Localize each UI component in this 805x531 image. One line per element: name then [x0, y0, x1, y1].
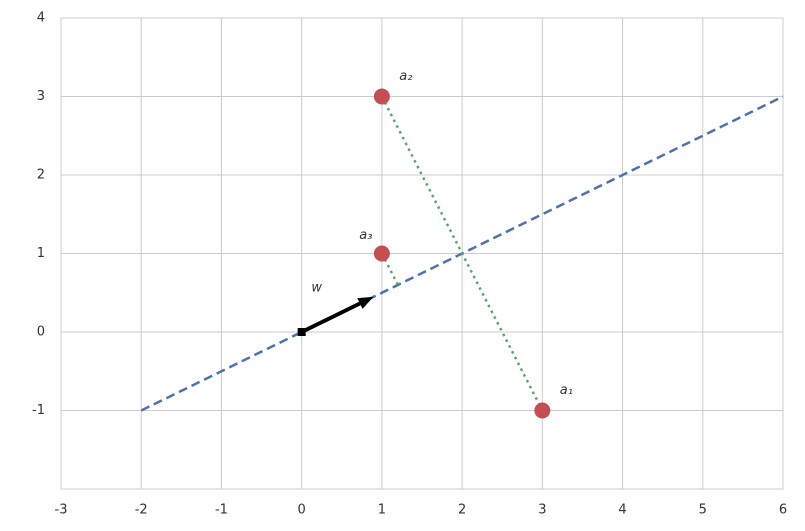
point-label: a₂ — [399, 69, 412, 84]
x-tick-label: 5 — [699, 503, 707, 518]
point — [373, 88, 390, 105]
y-tick-label: 0 — [37, 325, 45, 340]
point — [373, 245, 390, 262]
point-label: a₁ — [560, 383, 573, 398]
x-tick-label: -1 — [215, 503, 228, 518]
arrow-head — [357, 296, 374, 309]
x-tick-label: 0 — [298, 503, 306, 518]
y-tick-label: 3 — [37, 89, 45, 104]
point-label: a₃ — [359, 228, 372, 243]
x-tick-label: -3 — [55, 503, 68, 518]
x-tick-label: 1 — [378, 503, 386, 518]
line — [380, 95, 544, 412]
y-tick-label: -1 — [32, 403, 45, 418]
arrow — [300, 301, 361, 334]
y-tick-label: 4 — [37, 11, 45, 26]
x-tick-label: -2 — [135, 503, 148, 518]
x-tick-label: 3 — [538, 503, 546, 518]
arrow-label: w — [311, 281, 322, 296]
x-tick-label: 6 — [779, 503, 787, 518]
x-tick-label: 4 — [618, 503, 626, 518]
point — [534, 402, 551, 419]
y-tick-label: 2 — [37, 168, 45, 183]
y-tick-label: 1 — [37, 246, 45, 261]
x-tick-label: 2 — [458, 503, 466, 518]
